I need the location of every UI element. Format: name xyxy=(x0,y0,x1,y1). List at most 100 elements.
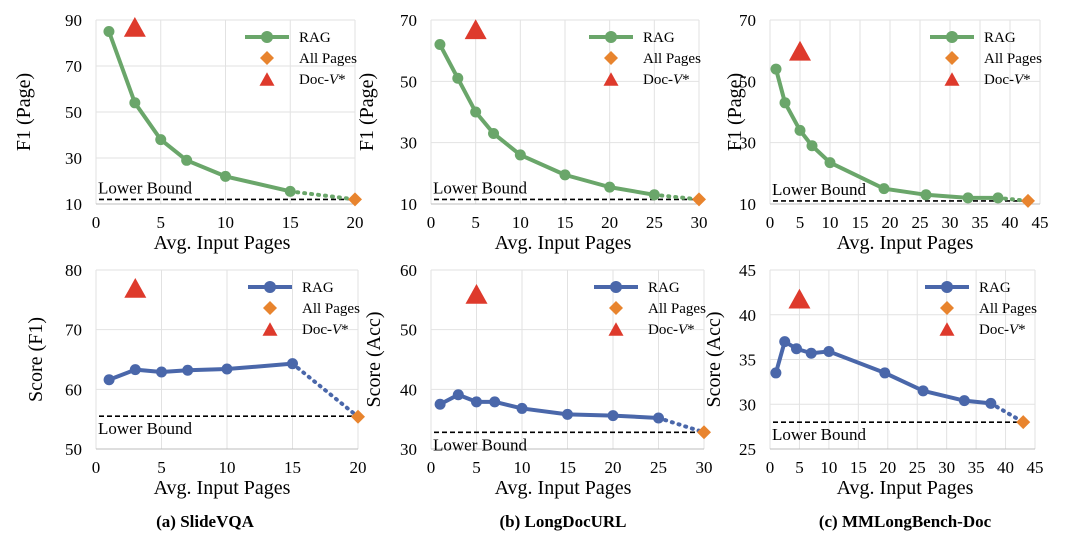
all-pages-marker xyxy=(1021,193,1035,208)
legend-docv-marker xyxy=(944,72,960,86)
chart-a-bottom: 0 5 10 15 20 50 60 70 80 Avg. Input Pages Score (F… xyxy=(25,261,367,499)
x-axis-label: Avg. Input Pages xyxy=(837,232,974,254)
rag-point xyxy=(958,395,970,407)
x-tick-label: 25 xyxy=(650,458,667,477)
legend-all-pages-label: All Pages xyxy=(302,301,360,317)
x-tick-label: 30 xyxy=(691,213,708,232)
rag-point xyxy=(779,336,791,348)
legend-all-pages-label: All Pages xyxy=(643,51,701,67)
lower-bound-label: Lower Bound xyxy=(98,419,192,438)
legend-all-pages-marker xyxy=(604,51,618,65)
legend-all-pages-label: All Pages xyxy=(299,51,357,67)
caption-a: (a) SlideVQA xyxy=(156,512,254,531)
y-tick-label: 35 xyxy=(739,351,756,370)
lower-bound-label: Lower Bound xyxy=(433,178,527,197)
rag-point xyxy=(770,367,782,379)
all-pages-marker xyxy=(692,192,706,207)
x-tick-label: 0 xyxy=(92,213,101,232)
rag-point xyxy=(471,396,482,408)
x-tick-label: 0 xyxy=(766,213,775,232)
rag-point xyxy=(221,363,233,375)
y-tick-label: 10 xyxy=(65,195,82,214)
y-tick-label: 70 xyxy=(65,57,82,76)
rag-point xyxy=(791,343,802,355)
rag-point xyxy=(516,402,528,414)
all-pages-marker xyxy=(351,409,365,424)
y-axis-label: F1 (Page) xyxy=(13,73,35,151)
x-axis-label: Avg. Input Pages xyxy=(837,477,974,499)
legend: RAG All Pages Doc-V* xyxy=(248,280,360,338)
y-tick-label: 30 xyxy=(400,440,417,459)
x-tick-label: 10 xyxy=(820,458,837,477)
rag-point xyxy=(794,124,806,136)
x-tick-label: 45 xyxy=(1027,458,1044,477)
legend-all-pages-label: All Pages xyxy=(984,51,1042,67)
x-tick-label: 40 xyxy=(1002,213,1019,232)
rag-point xyxy=(805,347,817,359)
rag-extrapolation xyxy=(288,189,357,202)
x-tick-label: 5 xyxy=(796,213,805,232)
rag-line xyxy=(107,30,291,194)
y-tick-label: 10 xyxy=(739,195,756,214)
y-tick-label: 30 xyxy=(739,134,756,153)
x-tick-label: 30 xyxy=(942,213,959,232)
rag-point xyxy=(806,140,818,152)
x-tick-label: 15 xyxy=(284,458,301,477)
legend-docv-marker xyxy=(939,322,955,336)
x-tick-label: 5 xyxy=(472,458,481,477)
y-tick-label: 50 xyxy=(65,440,82,459)
rag-point xyxy=(559,169,571,181)
legend-docv-label: Doc-V* xyxy=(648,322,695,338)
x-tick-label: 5 xyxy=(157,458,166,477)
docv-marker xyxy=(789,40,811,61)
legend-docv-marker xyxy=(259,72,275,86)
chart-b-bottom: 0 5 10 15 20 25 30 30 40 50 60 Avg. Input Pages Scor… xyxy=(363,261,713,499)
x-tick-label: 0 xyxy=(766,458,775,477)
rag-point xyxy=(284,185,296,197)
rag-point xyxy=(434,39,446,51)
x-tick-label: 25 xyxy=(909,458,926,477)
x-tick-label: 10 xyxy=(217,213,234,232)
y-tick-label: 90 xyxy=(65,11,82,30)
x-tick-label: 15 xyxy=(559,458,576,477)
x-tick-label: 25 xyxy=(646,213,663,232)
rag-point xyxy=(879,367,891,379)
y-axis-label: F1 (Page) xyxy=(356,73,378,151)
legend-all-pages-marker xyxy=(609,301,623,315)
legend-rag-marker xyxy=(610,281,622,293)
x-tick-label: 10 xyxy=(514,458,531,477)
legend-docv-label: Doc-V* xyxy=(643,72,690,88)
x-tick-label: 10 xyxy=(219,458,236,477)
chart-c-top: 0 5 10 15 20 25 30 35 40 45 10 30 50 70 Avg. Input Pag… xyxy=(724,11,1049,254)
lower-bound-label: Lower Bound xyxy=(772,180,866,199)
x-tick-label: 20 xyxy=(347,213,364,232)
legend-all-pages-marker xyxy=(263,301,277,315)
legend-rag-label: RAG xyxy=(984,30,1016,46)
rag-point xyxy=(452,72,464,84)
rag-point xyxy=(607,410,619,422)
rag-extrapolation xyxy=(290,361,360,419)
y-tick-label: 30 xyxy=(739,395,756,414)
lower-bound-label: Lower Bound xyxy=(772,425,866,444)
legend-rag-label: RAG xyxy=(299,30,331,46)
legend-rag-label: RAG xyxy=(648,280,680,296)
rag-point xyxy=(488,127,500,139)
rag-point xyxy=(823,345,835,357)
x-tick-label: 40 xyxy=(997,458,1014,477)
rag-point xyxy=(962,192,974,204)
x-tick-label: 45 xyxy=(1032,213,1049,232)
rag-point xyxy=(489,396,501,408)
legend-docv-label: Doc-V* xyxy=(979,322,1026,338)
legend: RAG All Pages Doc-V* xyxy=(930,30,1042,88)
x-tick-label: 0 xyxy=(92,458,101,477)
y-tick-label: 10 xyxy=(400,195,417,214)
rag-line xyxy=(774,68,998,200)
x-tick-label: 35 xyxy=(968,458,985,477)
rag-point xyxy=(653,412,664,424)
rag-extrapolation xyxy=(652,192,701,202)
y-tick-label: 50 xyxy=(65,103,82,122)
rag-point xyxy=(287,358,298,370)
rag-point xyxy=(779,97,791,109)
rag-point xyxy=(129,97,141,109)
